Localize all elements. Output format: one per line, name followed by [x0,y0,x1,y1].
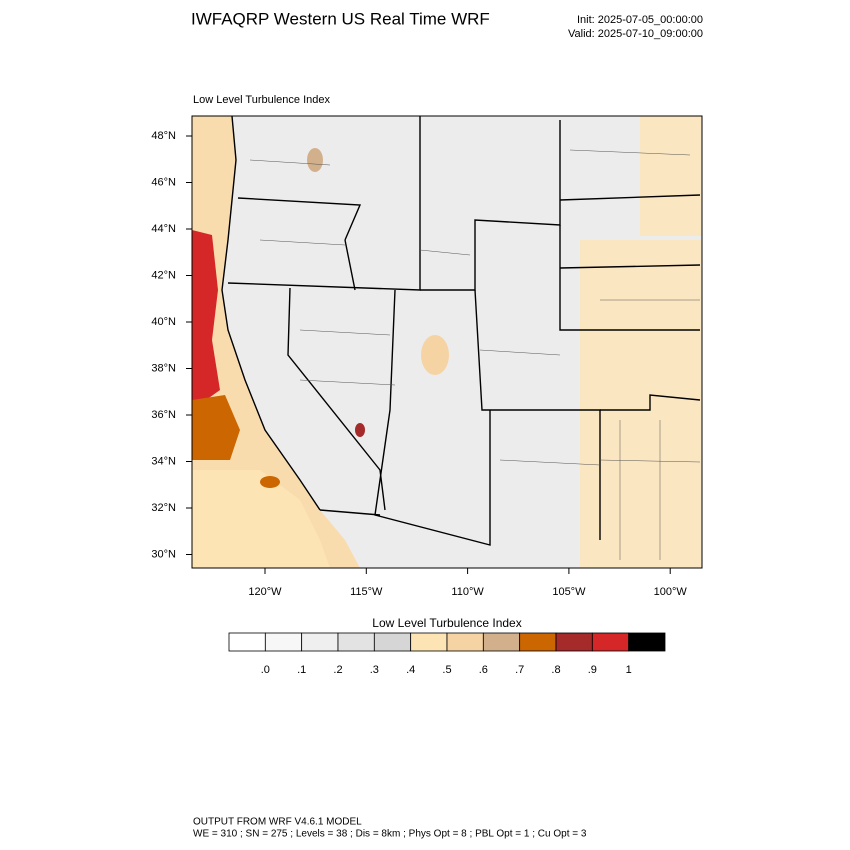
colorbar-label: .7 [515,664,524,676]
footer-line: WE = 310 ; SN = 275 ; Levels = 38 ; Dis … [193,829,587,840]
colorbar-label: .0 [261,664,270,676]
init-time: Init: 2025-07-05_00:00:00 [577,14,703,26]
colorbar-box [410,632,448,652]
lat-label: 46°N [151,176,176,188]
valid-time: Valid: 2025-07-10_09:00:00 [568,28,703,40]
lat-label: 30°N [151,548,176,560]
lat-label: 42°N [151,269,176,281]
colorbar-box [373,632,412,652]
colorbar-box [482,632,521,652]
lat-label: 32°N [151,502,176,514]
lon-label: 100°W [654,586,688,598]
colorbar-label: .6 [479,664,488,676]
colorbar-label: .5 [442,664,451,676]
lat-label: 48°N [151,130,176,142]
colorbar-box [337,632,375,652]
colorbar-label: .1 [297,664,306,676]
colorbar-label: 1 [626,664,632,676]
lat-label: 34°N [151,455,176,467]
lon-label: 115°W [350,586,383,598]
footer-line: OUTPUT FROM WRF V4.6.1 MODEL [193,817,362,828]
lat-label: 44°N [151,223,176,235]
lat-label: 38°N [151,362,176,374]
colorbar-title: Low Level Turbulence Index [372,616,521,630]
map-field [192,116,702,568]
title: IWFAQRP Western US Real Time WRF [191,9,490,28]
map-subtitle: Low Level Turbulence Index [193,94,330,106]
colorbar-box [519,632,557,652]
lon-label: 110°W [451,586,484,598]
colorbar-label: .4 [406,664,415,676]
colorbar-box [446,632,484,652]
colorbar-box [228,632,266,652]
colorbar-box [591,632,630,652]
lon-label: 120°W [248,586,282,598]
lat-label: 40°N [151,316,176,328]
colorbar-label: .2 [333,664,342,676]
colorbar-label: .8 [551,664,560,676]
colorbar-label: .9 [588,664,597,676]
lon-label: 105°W [552,586,586,598]
lat-label: 36°N [151,409,176,421]
colorbar-label: .3 [370,664,379,676]
colorbar-box [264,632,303,652]
colorbar-box [555,632,593,652]
colorbar-box [301,632,339,652]
map-frame [191,115,703,569]
colorbar-box [628,632,666,652]
